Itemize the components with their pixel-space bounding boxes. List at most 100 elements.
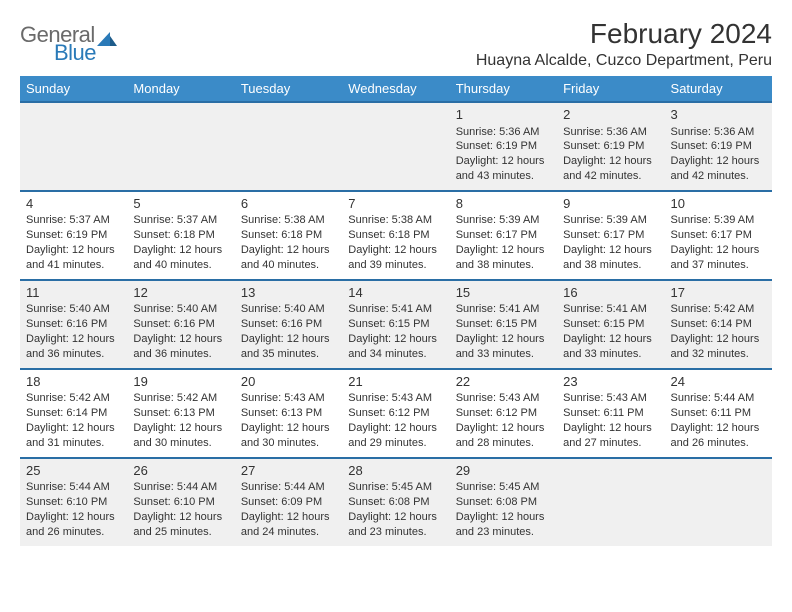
sunset-text: Sunset: 6:13 PM [241,406,336,421]
sunset-text: Sunset: 6:12 PM [348,406,443,421]
day-number: 29 [456,462,551,480]
day-number: 14 [348,284,443,302]
week-row: 1Sunrise: 5:36 AMSunset: 6:19 PMDaylight… [20,102,772,191]
day-number: 11 [26,284,121,302]
calendar-cell: 25Sunrise: 5:44 AMSunset: 6:10 PMDayligh… [20,458,127,546]
day-number: 15 [456,284,551,302]
day-number: 17 [671,284,766,302]
day-number: 10 [671,195,766,213]
calendar-cell: 6Sunrise: 5:38 AMSunset: 6:18 PMDaylight… [235,191,342,280]
daylight-text: Daylight: 12 hours and 28 minutes. [456,421,551,451]
calendar-cell [557,458,664,546]
sunset-text: Sunset: 6:09 PM [241,495,336,510]
day-number: 8 [456,195,551,213]
calendar-cell [665,458,772,546]
logo-text-blue: Blue [20,42,117,64]
day-number: 27 [241,462,336,480]
daylight-text: Daylight: 12 hours and 33 minutes. [456,332,551,362]
sunset-text: Sunset: 6:10 PM [133,495,228,510]
daylight-text: Daylight: 12 hours and 41 minutes. [26,243,121,273]
calendar-cell: 8Sunrise: 5:39 AMSunset: 6:17 PMDaylight… [450,191,557,280]
sunset-text: Sunset: 6:19 PM [563,139,658,154]
day-header-tuesday: Tuesday [235,76,342,102]
calendar-cell: 9Sunrise: 5:39 AMSunset: 6:17 PMDaylight… [557,191,664,280]
calendar-cell: 5Sunrise: 5:37 AMSunset: 6:18 PMDaylight… [127,191,234,280]
sunset-text: Sunset: 6:12 PM [456,406,551,421]
calendar-cell: 10Sunrise: 5:39 AMSunset: 6:17 PMDayligh… [665,191,772,280]
sunrise-text: Sunrise: 5:43 AM [241,391,336,406]
sunrise-text: Sunrise: 5:37 AM [26,213,121,228]
calendar-cell: 21Sunrise: 5:43 AMSunset: 6:12 PMDayligh… [342,369,449,458]
daylight-text: Daylight: 12 hours and 25 minutes. [133,510,228,540]
sunrise-text: Sunrise: 5:45 AM [456,480,551,495]
calendar-cell [127,102,234,191]
sunset-text: Sunset: 6:16 PM [26,317,121,332]
sunrise-text: Sunrise: 5:44 AM [671,391,766,406]
calendar-cell: 26Sunrise: 5:44 AMSunset: 6:10 PMDayligh… [127,458,234,546]
week-row: 11Sunrise: 5:40 AMSunset: 6:16 PMDayligh… [20,280,772,369]
day-number: 20 [241,373,336,391]
sunset-text: Sunset: 6:08 PM [456,495,551,510]
daylight-text: Daylight: 12 hours and 29 minutes. [348,421,443,451]
calendar-cell [20,102,127,191]
sunset-text: Sunset: 6:17 PM [456,228,551,243]
daylight-text: Daylight: 12 hours and 30 minutes. [241,421,336,451]
calendar-cell: 28Sunrise: 5:45 AMSunset: 6:08 PMDayligh… [342,458,449,546]
day-header-sunday: Sunday [20,76,127,102]
sunset-text: Sunset: 6:14 PM [671,317,766,332]
sunrise-text: Sunrise: 5:41 AM [563,302,658,317]
calendar-cell: 29Sunrise: 5:45 AMSunset: 6:08 PMDayligh… [450,458,557,546]
daylight-text: Daylight: 12 hours and 35 minutes. [241,332,336,362]
sunrise-text: Sunrise: 5:43 AM [456,391,551,406]
daylight-text: Daylight: 12 hours and 26 minutes. [26,510,121,540]
calendar-cell: 18Sunrise: 5:42 AMSunset: 6:14 PMDayligh… [20,369,127,458]
sunrise-text: Sunrise: 5:36 AM [671,125,766,140]
calendar-cell: 22Sunrise: 5:43 AMSunset: 6:12 PMDayligh… [450,369,557,458]
sunrise-text: Sunrise: 5:39 AM [456,213,551,228]
sunset-text: Sunset: 6:19 PM [671,139,766,154]
calendar-table: SundayMondayTuesdayWednesdayThursdayFrid… [20,76,772,546]
calendar-cell: 24Sunrise: 5:44 AMSunset: 6:11 PMDayligh… [665,369,772,458]
daylight-text: Daylight: 12 hours and 33 minutes. [563,332,658,362]
sunrise-text: Sunrise: 5:43 AM [563,391,658,406]
daylight-text: Daylight: 12 hours and 30 minutes. [133,421,228,451]
location-text: Huayna Alcalde, Cuzco Department, Peru [476,52,772,70]
daylight-text: Daylight: 12 hours and 42 minutes. [563,154,658,184]
daylight-text: Daylight: 12 hours and 40 minutes. [241,243,336,273]
calendar-cell: 19Sunrise: 5:42 AMSunset: 6:13 PMDayligh… [127,369,234,458]
sunset-text: Sunset: 6:18 PM [241,228,336,243]
daylight-text: Daylight: 12 hours and 39 minutes. [348,243,443,273]
calendar-cell: 11Sunrise: 5:40 AMSunset: 6:16 PMDayligh… [20,280,127,369]
sunrise-text: Sunrise: 5:39 AM [563,213,658,228]
calendar-cell: 16Sunrise: 5:41 AMSunset: 6:15 PMDayligh… [557,280,664,369]
day-number: 23 [563,373,658,391]
daylight-text: Daylight: 12 hours and 36 minutes. [133,332,228,362]
daylight-text: Daylight: 12 hours and 27 minutes. [563,421,658,451]
sunset-text: Sunset: 6:16 PM [133,317,228,332]
day-header-wednesday: Wednesday [342,76,449,102]
calendar-cell: 15Sunrise: 5:41 AMSunset: 6:15 PMDayligh… [450,280,557,369]
daylight-text: Daylight: 12 hours and 40 minutes. [133,243,228,273]
sunrise-text: Sunrise: 5:44 AM [133,480,228,495]
sunrise-text: Sunrise: 5:40 AM [133,302,228,317]
sunset-text: Sunset: 6:18 PM [348,228,443,243]
day-number: 18 [26,373,121,391]
daylight-text: Daylight: 12 hours and 37 minutes. [671,243,766,273]
daylight-text: Daylight: 12 hours and 32 minutes. [671,332,766,362]
calendar-cell: 14Sunrise: 5:41 AMSunset: 6:15 PMDayligh… [342,280,449,369]
calendar-cell: 1Sunrise: 5:36 AMSunset: 6:19 PMDaylight… [450,102,557,191]
sunrise-text: Sunrise: 5:41 AM [456,302,551,317]
week-row: 25Sunrise: 5:44 AMSunset: 6:10 PMDayligh… [20,458,772,546]
sunset-text: Sunset: 6:15 PM [348,317,443,332]
calendar-cell: 2Sunrise: 5:36 AMSunset: 6:19 PMDaylight… [557,102,664,191]
calendar-body: 1Sunrise: 5:36 AMSunset: 6:19 PMDaylight… [20,102,772,546]
calendar-cell [235,102,342,191]
calendar-cell: 12Sunrise: 5:40 AMSunset: 6:16 PMDayligh… [127,280,234,369]
calendar-cell [342,102,449,191]
calendar-cell: 23Sunrise: 5:43 AMSunset: 6:11 PMDayligh… [557,369,664,458]
sunrise-text: Sunrise: 5:37 AM [133,213,228,228]
day-header-friday: Friday [557,76,664,102]
calendar-cell: 3Sunrise: 5:36 AMSunset: 6:19 PMDaylight… [665,102,772,191]
calendar-cell: 17Sunrise: 5:42 AMSunset: 6:14 PMDayligh… [665,280,772,369]
sunrise-text: Sunrise: 5:44 AM [26,480,121,495]
